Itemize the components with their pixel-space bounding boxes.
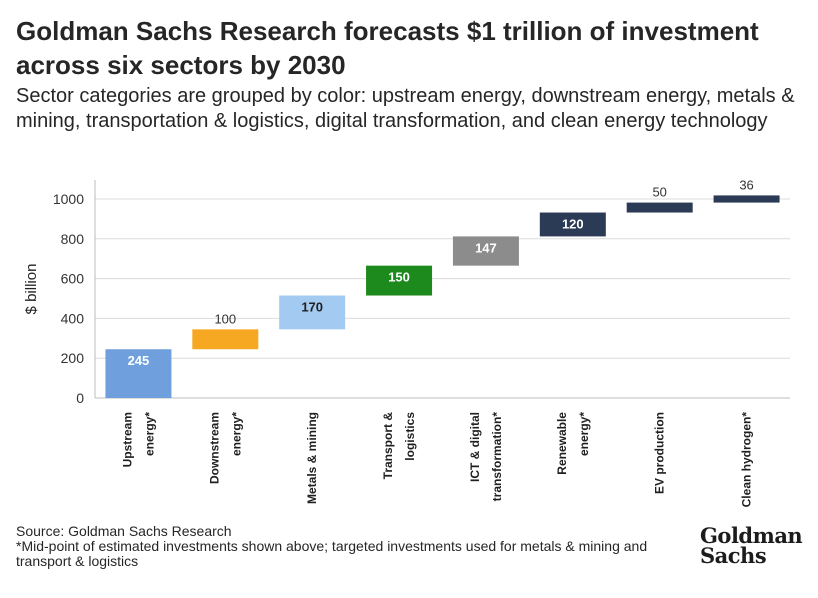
x-tick-label: Upstream (120, 412, 134, 467)
x-tick-label: energy* (229, 412, 243, 456)
source-note: Source: Goldman Sachs Research (16, 523, 232, 539)
logo-line-1: Goldman (700, 523, 803, 548)
x-tick-label: Downstream (207, 412, 221, 484)
data-label: 100 (214, 311, 236, 326)
chart-title: Goldman Sachs Research forecasts $1 tril… (16, 16, 759, 80)
data-label: 50 (652, 185, 666, 200)
x-tick-label: logistics (403, 412, 417, 461)
data-label: 170 (301, 300, 323, 315)
y-axis-label: $ billion (23, 264, 40, 315)
x-tick-label: energy* (142, 412, 156, 456)
data-label: 120 (562, 217, 584, 232)
bar (105, 349, 172, 398)
data-label: 150 (388, 270, 410, 285)
bar (626, 202, 693, 213)
y-tick-label: 600 (61, 271, 85, 287)
y-tick-label: 0 (76, 390, 84, 406)
y-tick-label: 800 (61, 231, 85, 247)
bar (366, 265, 433, 296)
data-label: 245 (128, 353, 150, 368)
y-tick-label: 200 (61, 350, 85, 366)
x-tick-label: EV production (653, 412, 667, 494)
footnote: *Mid-point of estimated investments show… (16, 538, 648, 569)
y-tick-label: 1000 (53, 191, 84, 207)
bar (539, 212, 606, 237)
bar (279, 295, 346, 330)
x-tick-label: Transport & (381, 412, 395, 480)
data-label: 147 (475, 240, 497, 255)
x-tick-label: Metals & mining (305, 412, 319, 504)
bar (452, 236, 519, 266)
x-tick-label: transformation* (490, 412, 504, 502)
goldman-sachs-logo: Goldman Sachs (700, 523, 803, 568)
x-tick-label: Clean hydrogen* (740, 412, 754, 508)
y-tick-label: 400 (61, 310, 85, 326)
bar (192, 329, 259, 350)
waterfall-chart: 0 200 400 600 800 1000 $ billion 245 Upstream ene… (23, 177, 790, 508)
bar (713, 195, 780, 203)
x-tick-label: energy* (577, 412, 591, 456)
data-label: 36 (739, 177, 753, 192)
chart-subtitle: Sector categories are grouped by color: … (16, 85, 795, 132)
footer: Source: Goldman Sachs Research *Mid-poin… (16, 524, 706, 569)
x-tick-label: ICT & digital (468, 412, 482, 482)
x-tick-label: Renewable (555, 412, 569, 475)
logo-line-2: Sachs (700, 543, 767, 568)
